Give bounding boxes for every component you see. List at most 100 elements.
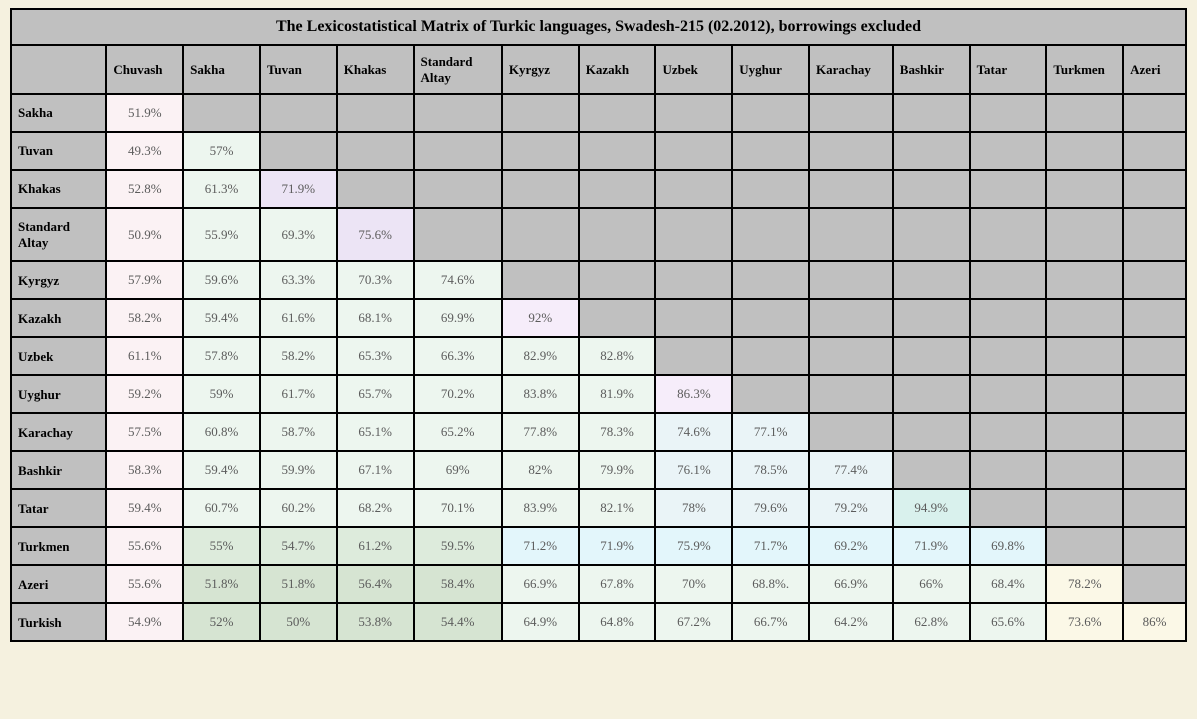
data-cell: 94.9%	[893, 489, 970, 527]
data-cell	[809, 170, 893, 208]
data-cell: 79.2%	[809, 489, 893, 527]
data-cell	[1123, 170, 1186, 208]
data-cell	[970, 261, 1047, 299]
data-cell	[970, 299, 1047, 337]
data-cell	[414, 132, 502, 170]
data-cell	[579, 132, 656, 170]
column-header-row: ChuvashSakhaTuvanKhakasStandard AltayKyr…	[11, 45, 1186, 94]
data-cell: 82%	[502, 451, 579, 489]
data-cell	[655, 170, 732, 208]
data-cell: 78%	[655, 489, 732, 527]
row-header: Azeri	[11, 565, 106, 603]
row-header: Sakha	[11, 94, 106, 132]
data-cell: 53.8%	[337, 603, 414, 641]
row-header: Standard Altay	[11, 208, 106, 261]
table-row: Uzbek61.1%57.8%58.2%65.3%66.3%82.9%82.8%	[11, 337, 1186, 375]
data-cell	[1123, 375, 1186, 413]
data-cell: 86.3%	[655, 375, 732, 413]
data-cell	[970, 337, 1047, 375]
data-cell: 68.1%	[337, 299, 414, 337]
data-cell	[1046, 208, 1123, 261]
data-cell: 57.5%	[106, 413, 183, 451]
column-header: Azeri	[1123, 45, 1186, 94]
data-cell: 66.3%	[414, 337, 502, 375]
data-cell: 75.9%	[655, 527, 732, 565]
data-cell: 71.9%	[893, 527, 970, 565]
data-cell: 70.3%	[337, 261, 414, 299]
data-cell	[970, 375, 1047, 413]
row-header: Turkmen	[11, 527, 106, 565]
data-cell: 79.6%	[732, 489, 809, 527]
column-header: Sakha	[183, 45, 260, 94]
data-cell	[893, 208, 970, 261]
row-header: Kazakh	[11, 299, 106, 337]
row-header: Khakas	[11, 170, 106, 208]
data-cell: 52.8%	[106, 170, 183, 208]
data-cell	[809, 94, 893, 132]
data-cell: 78.5%	[732, 451, 809, 489]
table-row: Tatar59.4%60.7%60.2%68.2%70.1%83.9%82.1%…	[11, 489, 1186, 527]
data-cell: 70.1%	[414, 489, 502, 527]
data-cell	[414, 170, 502, 208]
data-cell: 58.4%	[414, 565, 502, 603]
data-cell: 74.6%	[655, 413, 732, 451]
data-cell: 58.2%	[106, 299, 183, 337]
data-cell: 51.8%	[183, 565, 260, 603]
data-cell: 54.7%	[260, 527, 337, 565]
data-cell: 76.1%	[655, 451, 732, 489]
data-cell: 52%	[183, 603, 260, 641]
data-cell: 49.3%	[106, 132, 183, 170]
data-cell	[732, 261, 809, 299]
data-cell: 69.8%	[970, 527, 1047, 565]
column-header: Karachay	[809, 45, 893, 94]
column-header: Uzbek	[655, 45, 732, 94]
row-header: Turkish	[11, 603, 106, 641]
data-cell: 62.8%	[893, 603, 970, 641]
data-cell	[1123, 489, 1186, 527]
data-cell	[1046, 299, 1123, 337]
table-title: The Lexicostatistical Matrix of Turkic l…	[11, 9, 1186, 45]
data-cell	[1046, 375, 1123, 413]
data-cell	[1123, 94, 1186, 132]
lexicostatistical-matrix-table: The Lexicostatistical Matrix of Turkic l…	[10, 8, 1187, 642]
data-cell: 60.8%	[183, 413, 260, 451]
data-cell: 77.1%	[732, 413, 809, 451]
data-cell: 65.6%	[970, 603, 1047, 641]
data-cell	[1123, 299, 1186, 337]
data-cell: 61.2%	[337, 527, 414, 565]
data-cell	[502, 261, 579, 299]
column-header: Turkmen	[1046, 45, 1123, 94]
table-row: Kyrgyz57.9%59.6%63.3%70.3%74.6%	[11, 261, 1186, 299]
data-cell: 55.6%	[106, 527, 183, 565]
data-cell	[1046, 527, 1123, 565]
data-cell	[579, 94, 656, 132]
row-header: Tatar	[11, 489, 106, 527]
data-cell: 78.2%	[1046, 565, 1123, 603]
data-cell: 71.9%	[260, 170, 337, 208]
data-cell: 66.9%	[809, 565, 893, 603]
data-cell	[732, 337, 809, 375]
data-cell	[655, 299, 732, 337]
data-cell: 64.8%	[579, 603, 656, 641]
data-cell: 66%	[893, 565, 970, 603]
data-cell	[260, 132, 337, 170]
row-header: Tuvan	[11, 132, 106, 170]
data-cell: 64.9%	[502, 603, 579, 641]
data-cell: 55%	[183, 527, 260, 565]
data-cell	[970, 132, 1047, 170]
data-cell: 83.9%	[502, 489, 579, 527]
data-cell	[893, 375, 970, 413]
data-cell: 71.9%	[579, 527, 656, 565]
data-cell	[1046, 94, 1123, 132]
table-row: Karachay57.5%60.8%58.7%65.1%65.2%77.8%78…	[11, 413, 1186, 451]
data-cell: 79.9%	[579, 451, 656, 489]
data-cell	[809, 375, 893, 413]
data-cell: 71.2%	[502, 527, 579, 565]
data-cell	[893, 413, 970, 451]
data-cell	[655, 337, 732, 375]
data-cell: 69%	[414, 451, 502, 489]
table-row: Uyghur59.2%59%61.7%65.7%70.2%83.8%81.9%8…	[11, 375, 1186, 413]
data-cell: 82.8%	[579, 337, 656, 375]
data-cell: 68.4%	[970, 565, 1047, 603]
table-row: Khakas52.8%61.3%71.9%	[11, 170, 1186, 208]
